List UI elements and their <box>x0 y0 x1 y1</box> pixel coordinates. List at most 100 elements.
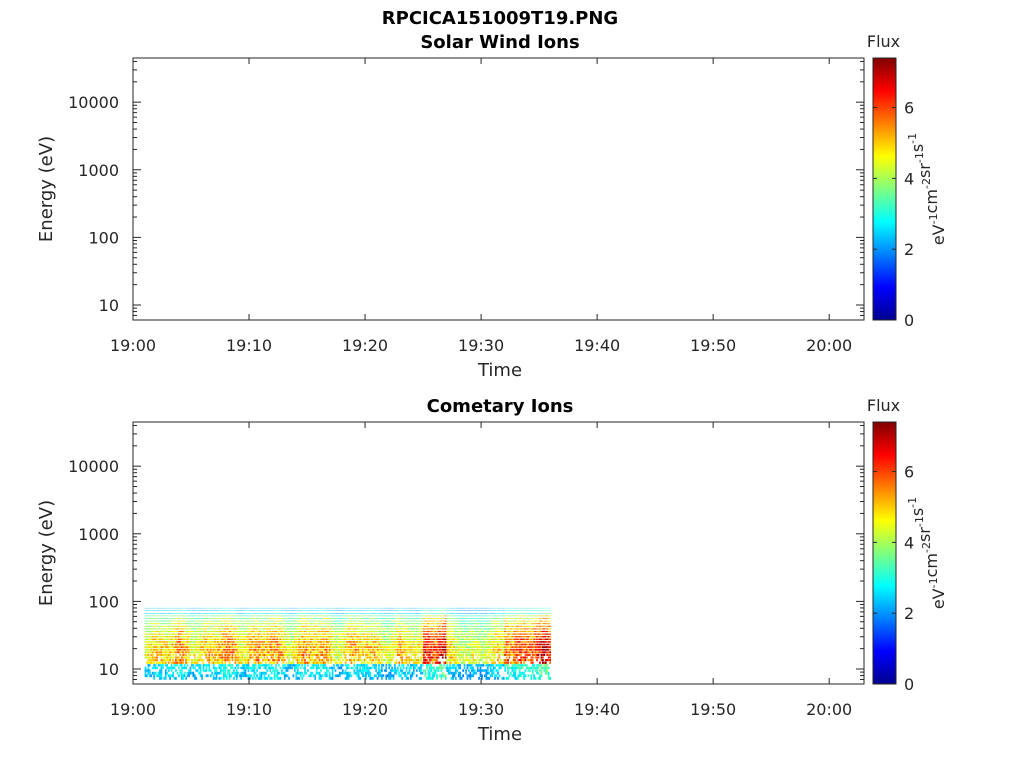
spectrogram-cell <box>324 618 327 619</box>
spectrogram-cell <box>379 628 382 630</box>
spectrogram-cell <box>305 620 308 622</box>
spectrogram-cell <box>333 646 335 648</box>
spectrogram-cell <box>173 648 176 651</box>
spectrogram-cell <box>334 653 337 656</box>
spectrogram-cell <box>147 646 150 648</box>
spectrogram-cell <box>179 651 182 654</box>
spectrogram-cell <box>304 646 306 648</box>
spectrogram-cell <box>276 618 279 619</box>
spectrogram-cell <box>167 674 170 678</box>
spectrogram-cell <box>320 653 322 656</box>
spectrogram-cell <box>198 648 201 651</box>
spectrogram-cell <box>238 656 241 659</box>
spectrogram-cell <box>160 648 163 651</box>
spectrogram-cell <box>357 638 360 641</box>
spectrogram-cell <box>408 656 411 659</box>
spectrogram-cell <box>250 636 253 638</box>
spectrogram-cell <box>243 671 245 675</box>
spectrogram-cell <box>157 646 160 648</box>
spectrogram-cell <box>343 636 346 638</box>
spectrogram-cell <box>317 648 319 651</box>
spectrogram-cell <box>156 618 158 619</box>
spectrogram-cell <box>391 620 393 622</box>
spectrogram-cell <box>148 641 151 643</box>
spectrogram-cell <box>407 628 409 630</box>
spectrogram-cell <box>365 641 367 643</box>
spectrogram-cell <box>260 628 263 630</box>
spectrogram-cell <box>315 623 318 625</box>
spectrogram-cell <box>395 630 398 633</box>
spectrogram-cell <box>325 651 328 654</box>
spectrogram-cell <box>341 646 344 648</box>
spectrogram-cell <box>166 666 169 670</box>
spectrogram-cell <box>331 633 334 635</box>
spectrogram-cell <box>392 625 395 627</box>
spectrogram-cell <box>428 671 431 675</box>
spectrogram-cell <box>227 623 230 625</box>
spectrogram-cell <box>278 636 280 638</box>
spectrogram-cell <box>344 636 347 638</box>
spectrogram-cell <box>318 628 321 630</box>
spectrogram-cell <box>383 659 386 662</box>
spectrogram-cell <box>356 628 359 630</box>
spectrogram-cell <box>148 618 151 619</box>
spectrogram-cell <box>367 674 370 678</box>
spectrogram-cell <box>269 646 272 648</box>
spectrogram-cell <box>395 659 398 662</box>
spectrogram-cell <box>180 628 183 630</box>
spectrogram-cell <box>275 656 277 659</box>
spectrogram-cell <box>391 659 393 662</box>
spectrogram-cell <box>189 633 192 635</box>
spectrogram-cell <box>167 661 170 664</box>
spectrogram-cell <box>212 633 215 635</box>
spectrogram-cell <box>317 636 319 638</box>
spectrogram-cell <box>323 664 325 667</box>
spectrogram-cell <box>353 659 356 662</box>
spectrogram-cell <box>298 638 301 641</box>
spectrogram-cell <box>370 641 373 643</box>
spectrogram-cell <box>420 656 422 659</box>
spectrogram-cell <box>199 666 202 670</box>
spectrogram-cell <box>267 648 270 651</box>
spectrogram-cell <box>385 630 388 633</box>
spectrogram-cell <box>237 638 240 641</box>
spectrogram-cell <box>291 641 293 643</box>
spectrogram-cell <box>162 653 164 656</box>
spectrogram-cell <box>227 671 230 675</box>
spectrogram-cell <box>336 630 338 633</box>
spectrogram-cell <box>151 648 154 651</box>
spectrogram-cell <box>280 643 283 646</box>
spectrogram-cell <box>285 630 288 633</box>
spectrogram-cell <box>417 628 420 630</box>
spectrogram-cell <box>241 641 244 643</box>
spectrogram-cell <box>272 615 274 617</box>
spectrogram-cell <box>405 633 408 635</box>
spectrogram-cell <box>147 638 150 641</box>
spectrogram-cell <box>228 623 231 625</box>
spectrogram-cell <box>405 615 408 617</box>
spectrogram-cell <box>144 623 147 625</box>
spectrogram-cell <box>330 636 332 638</box>
spectrogram-cell <box>241 664 244 667</box>
spectrogram-cell <box>205 643 208 646</box>
spectrogram-cell <box>147 630 150 633</box>
spectrogram-cell <box>376 633 379 635</box>
spectrogram-cell <box>228 674 231 678</box>
spectrogram-cell <box>347 615 350 617</box>
spectrogram-cell <box>224 656 227 659</box>
spectrogram-cell <box>202 651 205 654</box>
spectrogram-cell <box>288 651 290 654</box>
spectrogram-cell <box>388 671 391 675</box>
spectrogram-cell <box>211 633 214 635</box>
spectrogram-cell <box>251 669 254 672</box>
spectrogram-cell <box>369 625 372 627</box>
spectrogram-cell <box>359 630 362 633</box>
spectrogram-cell <box>193 676 196 680</box>
spectrogram-cell <box>414 666 417 670</box>
spectrogram-cell <box>434 651 437 654</box>
spectrogram-cell <box>356 671 359 675</box>
spectrogram-cell <box>275 618 277 619</box>
spectrogram-cell <box>327 661 330 664</box>
spectrogram-cell <box>427 656 430 659</box>
spectrogram-cell <box>365 630 367 633</box>
